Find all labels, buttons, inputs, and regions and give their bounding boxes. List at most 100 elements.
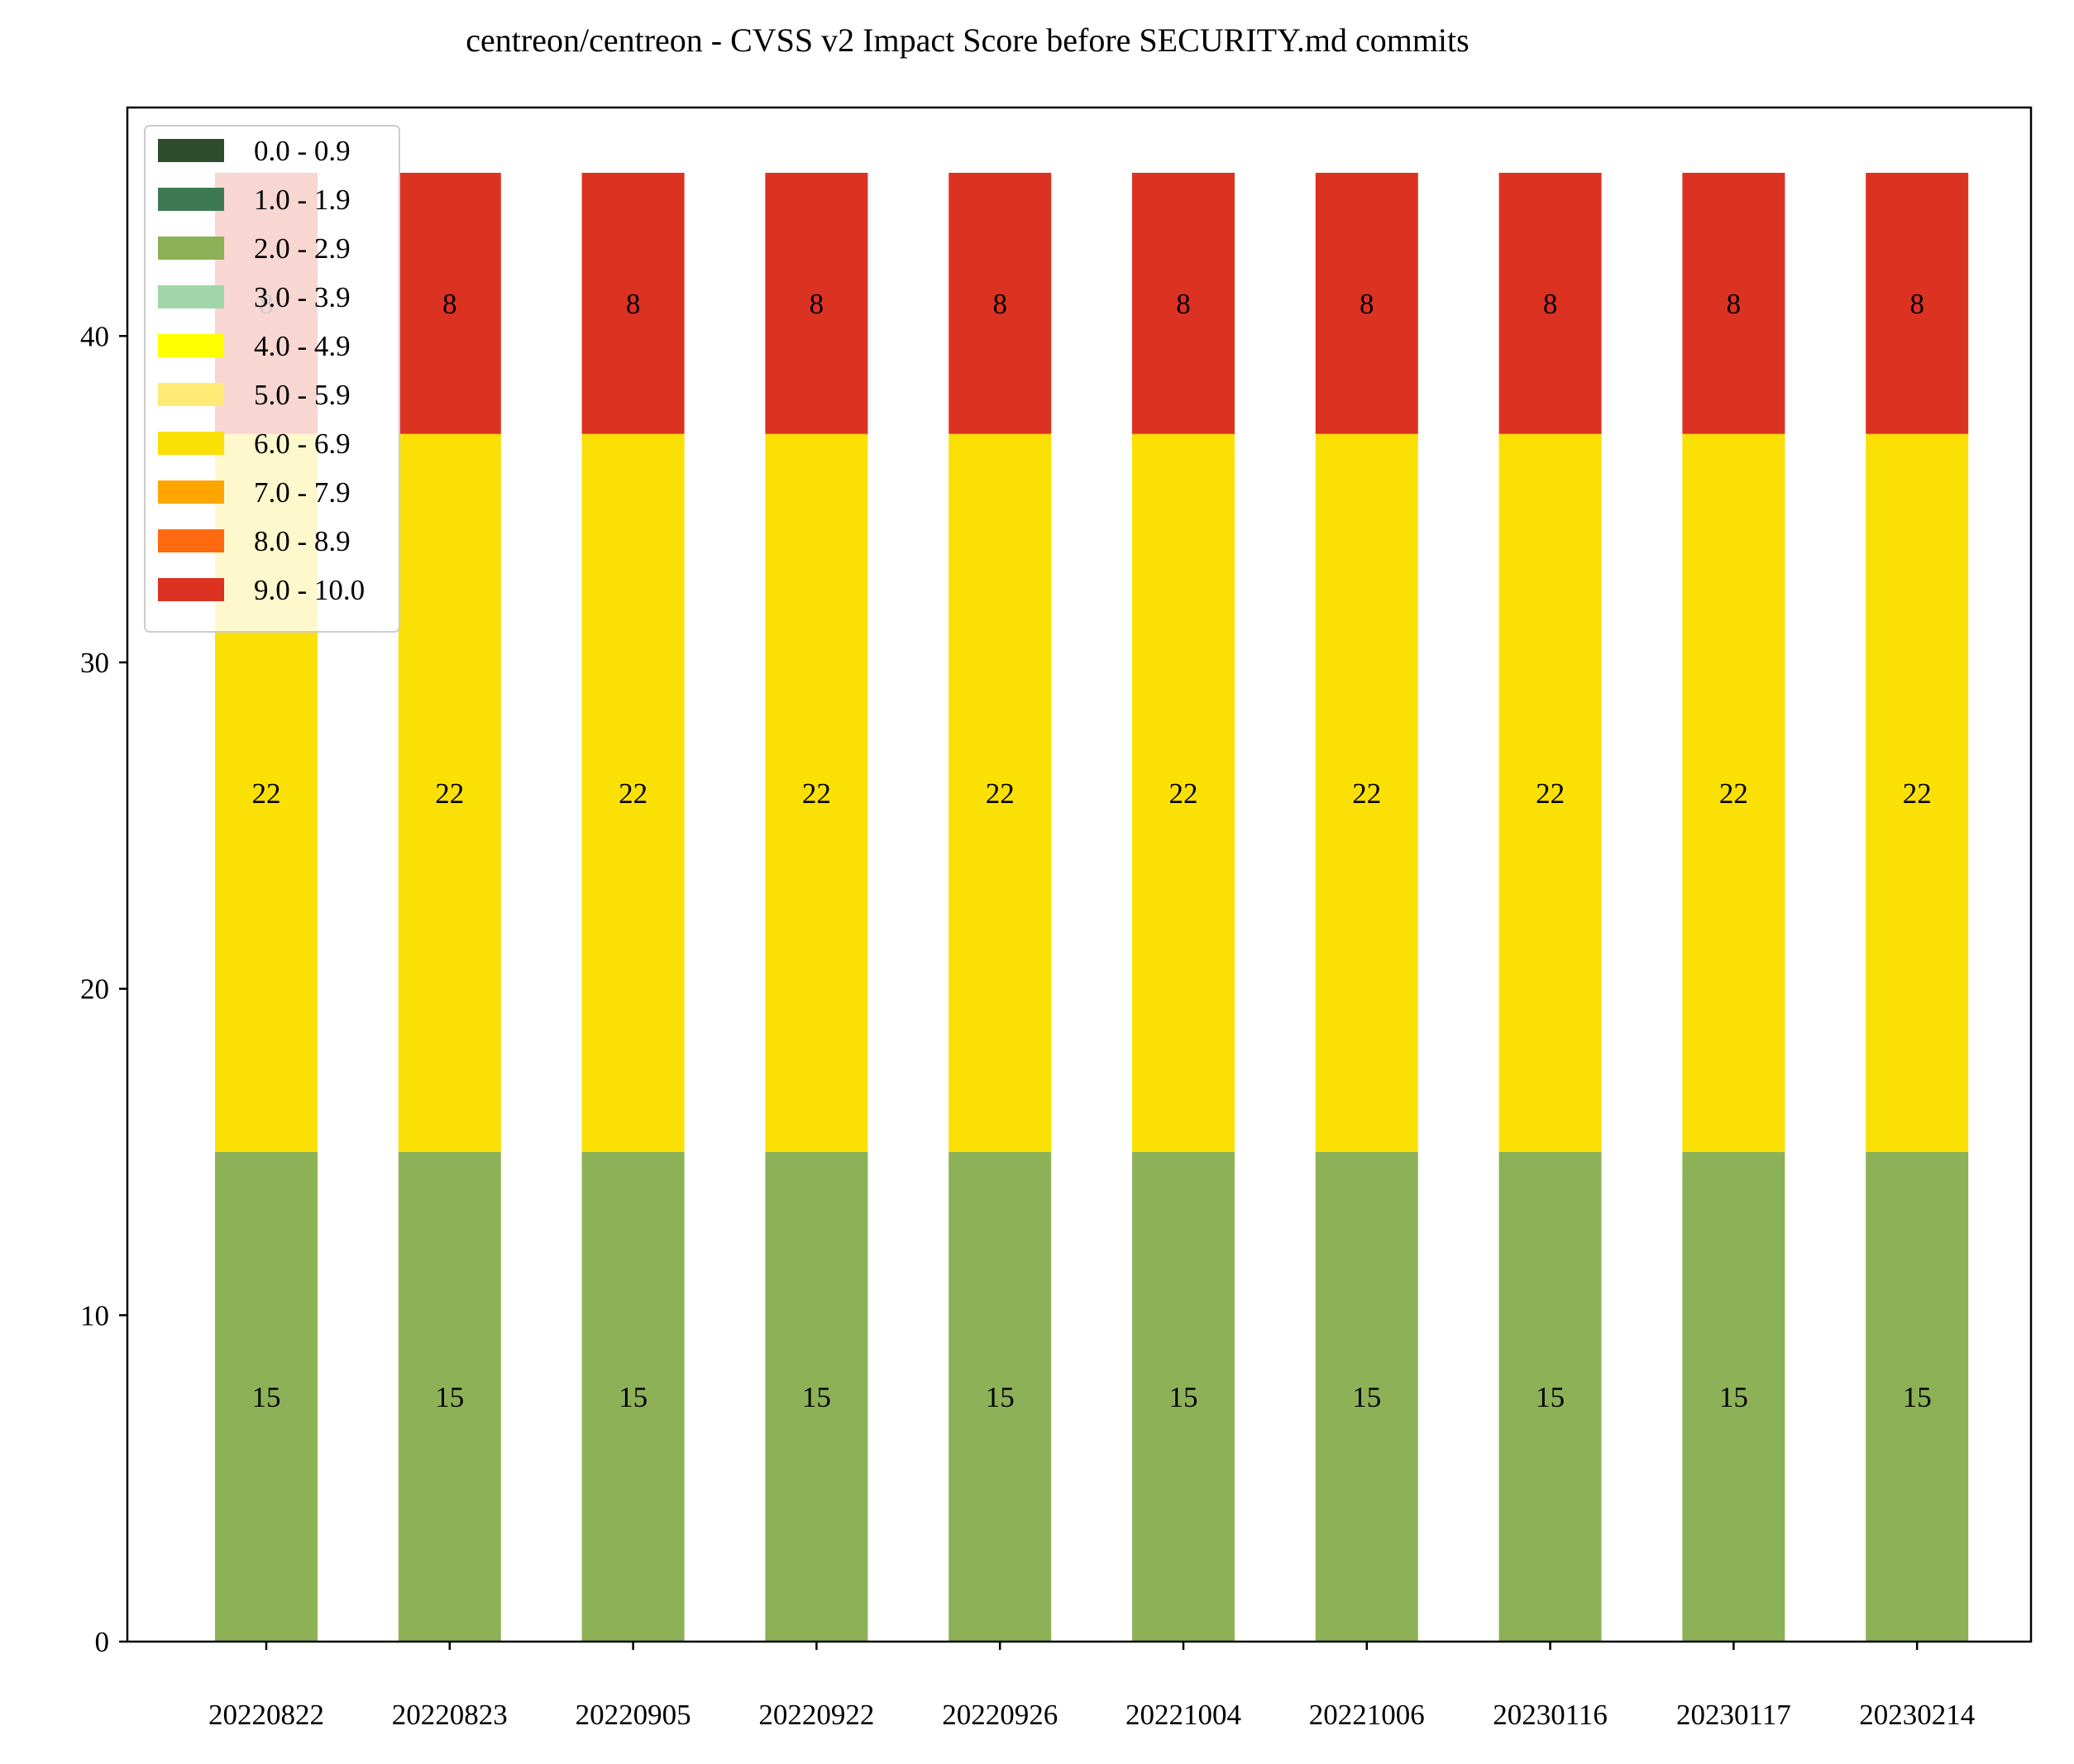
bar-segment-20220823-series-2 [398,1151,501,1642]
data-label-20221006-series-6: 22 [1352,777,1381,810]
x-tick-label-20220823: 20220823 [392,1699,508,1731]
x-tick-label-20221006: 20221006 [1309,1699,1425,1731]
y-tick-label-10: 10 [80,1299,109,1331]
data-label-20221004-series-6: 22 [1169,777,1198,810]
legend-swatch-series-4 [158,334,224,357]
bar-segment-20220926-series-2 [949,1151,1052,1642]
legend: 0.0 - 0.9 1.0 - 1.9 2.0 - 2.9 3.0 - 3.9 4.0 … [144,125,400,633]
legend-label-series-1: 1.0 - 1.9 [254,184,351,216]
bar-segment-20220926-series-6 [949,433,1052,1152]
bar-segment-20230117-series-6 [1682,433,1785,1152]
y-tick-label-30: 30 [80,647,109,679]
legend-swatch-series-7 [158,480,224,504]
legend-label-series-0: 0.0 - 0.9 [254,135,351,167]
data-label-20220926-series-2: 15 [986,1381,1015,1413]
legend-label-series-4: 4.0 - 4.9 [254,330,351,362]
y-tick-label-20: 20 [80,973,109,1006]
legend-swatch-series-8 [158,529,224,552]
legend-label-series-8: 8.0 - 8.9 [254,525,351,557]
x-tick-label-20230116: 20230116 [1493,1699,1608,1731]
bar-segment-20220922-series-2 [765,1151,868,1642]
data-label-20220922-series-2: 15 [802,1381,831,1413]
data-label-20230116-series-2: 15 [1536,1381,1565,1413]
bar-segment-20220905-series-6 [581,433,685,1152]
bar-segment-20221006-series-6 [1315,433,1418,1152]
data-label-20220926-series-6: 22 [986,777,1015,810]
data-label-20220922-series-9: 8 [810,288,824,320]
bar-segment-20220905-series-9 [581,172,685,434]
bar-segment-20220822-series-2 [215,1151,318,1642]
legend-swatch-series-6 [158,432,224,455]
data-label-20230214-series-2: 15 [1903,1381,1932,1413]
data-label-20220822-series-6: 22 [252,777,281,810]
data-label-20220905-series-6: 22 [619,777,648,810]
legend-swatch-series-5 [158,383,224,406]
bar-segment-20221006-series-2 [1315,1151,1418,1642]
legend-swatch-series-0 [158,139,224,162]
bar-segment-20220922-series-6 [765,433,868,1152]
bar-segment-20221006-series-9 [1315,172,1418,434]
data-label-20230117-series-2: 15 [1719,1381,1748,1413]
bar-segment-20230214-series-6 [1866,433,1969,1152]
x-tick-label-20220922: 20220922 [758,1699,874,1731]
bar-segment-20230116-series-9 [1498,172,1602,434]
data-label-20220905-series-2: 15 [619,1381,648,1413]
data-label-20220922-series-6: 22 [802,777,831,810]
axes-layer: 0 10 20 30 40 20220822 20220823 20220905 2022092… [80,106,2033,1731]
legend-label-series-6: 6.0 - 6.9 [254,428,351,460]
data-label-20230214-series-6: 22 [1903,777,1932,810]
data-label-20220823-series-6: 22 [435,777,464,810]
chart-title: centreon/centreon - CVSS v2 Impact Score… [466,22,1469,59]
data-label-20221004-series-9: 8 [1176,288,1191,320]
x-tick-label-20220822: 20220822 [208,1699,324,1731]
legend-label-series-5: 5.0 - 5.9 [254,379,351,411]
x-tick-label-20221004: 20221004 [1125,1699,1241,1731]
bars-layer [215,172,1969,1642]
data-label-20220926-series-9: 8 [992,288,1007,320]
plot-frame [126,106,2033,1643]
legend-label-series-9: 9.0 - 10.0 [254,574,365,606]
x-tick-label-20220926: 20220926 [942,1699,1058,1731]
x-tick-label-20230117: 20230117 [1676,1699,1791,1731]
bar-segment-20220926-series-9 [949,172,1052,434]
bar-segment-20220823-series-9 [398,172,501,434]
data-label-20220905-series-9: 8 [626,288,641,320]
data-label-20221006-series-9: 8 [1360,288,1374,320]
legend-label-series-3: 3.0 - 3.9 [254,281,351,313]
bar-segment-20230117-series-9 [1682,172,1785,434]
x-tick-label-20220905: 20220905 [576,1699,691,1731]
legend-label-series-7: 7.0 - 7.9 [254,476,351,509]
legend-swatch-series-2 [158,237,224,260]
data-label-20221004-series-2: 15 [1169,1381,1198,1413]
y-tick-label-40: 40 [80,320,109,352]
data-labels-layer: 15 22 8 15 22 8 15 22 8 15 22 8 15 22 8 15 22 8 15 22 8 15 22 8… [252,288,1932,1413]
y-tick-label-0: 0 [95,1626,110,1658]
bar-segment-20230214-series-9 [1866,172,1969,434]
data-label-20230117-series-9: 8 [1727,288,1742,320]
bar-segment-20221004-series-6 [1132,433,1235,1152]
bar-segment-20230214-series-2 [1866,1151,1969,1642]
data-label-20221006-series-2: 15 [1352,1381,1381,1413]
bar-segment-20221004-series-9 [1132,172,1235,434]
legend-swatch-series-1 [158,188,224,211]
bar-segment-20221004-series-2 [1132,1151,1235,1642]
legend-label-series-2: 2.0 - 2.9 [254,232,351,265]
bar-segment-20230117-series-2 [1682,1151,1785,1642]
bar-segment-20220922-series-9 [765,172,868,434]
legend-swatch-series-9 [158,578,224,601]
legend-swatch-series-3 [158,285,224,308]
data-label-20220823-series-2: 15 [435,1381,464,1413]
bar-segment-20230116-series-2 [1498,1151,1602,1642]
bar-segment-20230116-series-6 [1498,433,1602,1152]
bar-segment-20220823-series-6 [398,433,501,1152]
x-tick-label-20230214: 20230214 [1859,1699,1975,1731]
data-label-20230116-series-6: 22 [1536,777,1565,810]
data-label-20230214-series-9: 8 [1909,288,1924,320]
data-label-20220823-series-9: 8 [442,288,457,320]
data-label-20220822-series-2: 15 [252,1381,281,1413]
data-label-20230116-series-9: 8 [1543,288,1558,320]
bar-segment-20220905-series-2 [581,1151,685,1642]
data-label-20230117-series-6: 22 [1719,777,1748,810]
